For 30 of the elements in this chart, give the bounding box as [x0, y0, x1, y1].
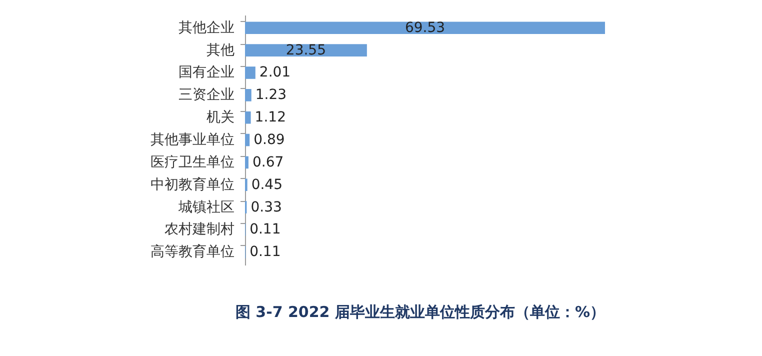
bar — [245, 134, 250, 146]
data-label: 0.11 — [250, 222, 281, 238]
y-tick-label: 中初教育单位 — [150, 176, 234, 193]
data-label: 0.11 — [250, 244, 281, 260]
data-label: 0.33 — [250, 199, 282, 216]
y-tick-label: 其他事业单位 — [150, 132, 234, 148]
text: 图 3-7 2022 届毕业生就业单位性质分布（单位：%） — [235, 303, 605, 321]
bar — [245, 22, 605, 34]
bar — [245, 88, 252, 102]
data-label: 0.89 — [254, 132, 285, 148]
data-label: 69.53 — [404, 20, 446, 36]
y-tick-label: 其他 — [206, 42, 234, 58]
y-tick-label: 三资企业 — [178, 87, 234, 104]
data-label: 23.55 — [286, 42, 326, 58]
data-label: 2.01 — [259, 64, 291, 81]
y-tick-label: 其他企业 — [178, 20, 234, 36]
y-tick-label: 国有企业 — [178, 64, 234, 81]
y-tick-label: 机关 — [206, 110, 234, 126]
bar — [245, 156, 248, 169]
y-tick-label: 高等教育单位 — [150, 243, 234, 260]
bar — [245, 111, 251, 124]
y-tick-label: 医疗卫生单位 — [150, 154, 234, 170]
data-label: 1.23 — [255, 87, 287, 104]
data-label: 1.12 — [254, 110, 286, 126]
data-label: 0.45 — [251, 176, 282, 193]
bar — [245, 44, 367, 56]
y-tick-label: 城镇社区 — [178, 199, 234, 216]
data-label: 0.67 — [252, 154, 284, 170]
bar — [245, 66, 256, 79]
y-tick-label: 农村建制村 — [164, 222, 234, 238]
